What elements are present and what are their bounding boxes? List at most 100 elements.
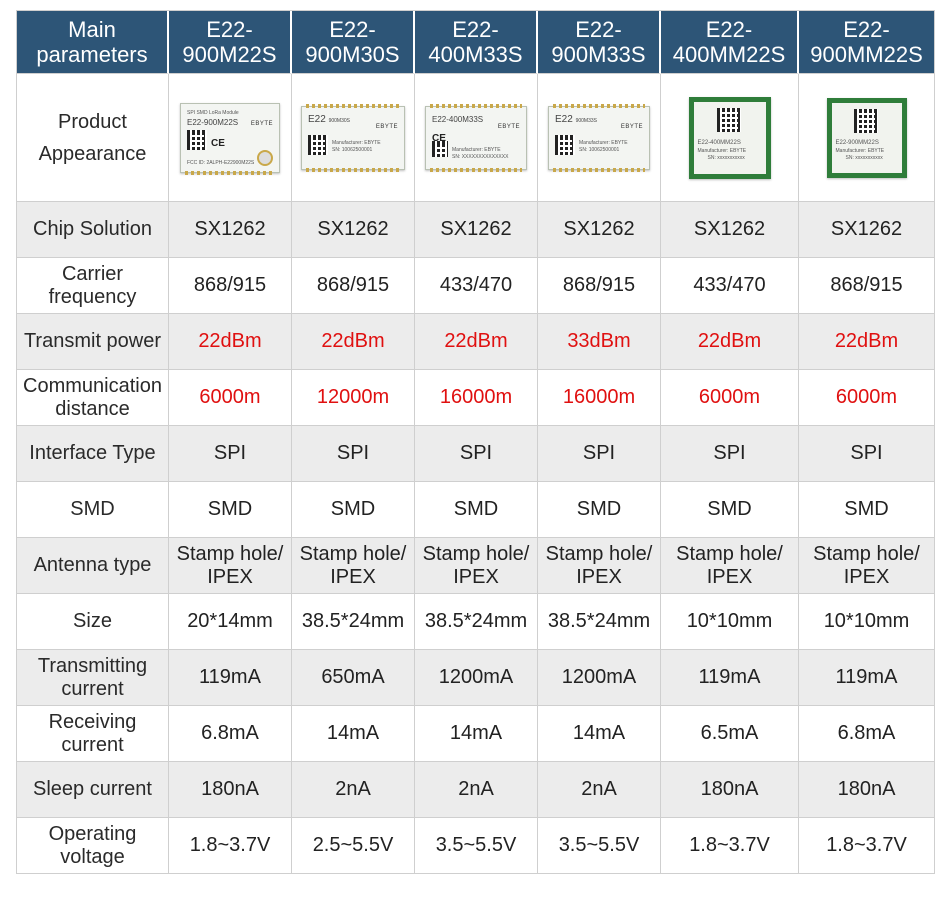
value-cell: 1.8~3.7V [799,818,935,874]
qr-code-icon [853,108,878,133]
param-label: Transmit power [17,314,169,370]
param-label: Sleep current [17,762,169,818]
param-label: SMD [17,482,169,538]
product-image-cell: E22 900M30S EBYTE Manufacturer: EBYTE SN… [292,74,415,202]
value-cell: Stamp hole/ IPEX [292,538,415,594]
value-cell: 38.5*24mm [292,594,415,650]
value-cell: 6000m [169,370,292,426]
value-cell: 3.5~5.5V [538,818,661,874]
table-row: Antenna type Stamp hole/ IPEX Stamp hole/ … [17,538,935,594]
value-cell: SPI [538,426,661,482]
value-cell: SMD [292,482,415,538]
value-cell: 22dBm [415,314,538,370]
stamp-hole-pads [306,103,400,108]
value-cell: 22dBm [661,314,799,370]
value-cell: 12000m [292,370,415,426]
module-image-e22-900mm22s: E22-900MM22S Manufacturer: EBYTE SN: xxx… [826,97,907,178]
param-label: Interface Type [17,426,169,482]
product-header: E22- 900M33S [538,11,661,74]
value-cell: Stamp hole/ IPEX [799,538,935,594]
value-cell: 6.5mA [661,706,799,762]
value-cell: 22dBm [799,314,935,370]
stamp-hole-pads [553,103,645,108]
value-cell: SMD [799,482,935,538]
value-cell: 38.5*24mm [538,594,661,650]
param-label: Antenna type [17,538,169,594]
value-cell: 14mA [415,706,538,762]
stamp-hole-pads [553,167,645,172]
value-cell: 20*14mm [169,594,292,650]
value-cell: 14mA [538,706,661,762]
value-cell: 22dBm [169,314,292,370]
ce-mark-icon: CE [211,137,225,149]
header-row: Main parameters E22- 900M22S E22- 900M30S … [17,11,935,74]
table-row: Operating voltage 1.8~3.7V 2.5~5.5V 3.5~5.5V… [17,818,935,874]
table-row: Interface Type SPI SPI SPI SPI SPI SPI [17,426,935,482]
product-header: E22- 400MM22S [661,11,799,74]
value-cell: 650mA [292,650,415,706]
value-cell: SX1262 [661,202,799,258]
value-cell: SX1262 [415,202,538,258]
value-cell: 1.8~3.7V [169,818,292,874]
param-label: Carrier frequency [17,258,169,314]
qr-code-icon [432,140,448,157]
value-cell: Stamp hole/ IPEX [415,538,538,594]
value-cell: 38.5*24mm [415,594,538,650]
antenna-connector-icon [257,149,273,166]
param-label: Chip Solution [17,202,169,258]
param-label: Operating voltage [17,818,169,874]
value-cell: SX1262 [538,202,661,258]
value-cell: SMD [538,482,661,538]
value-cell: SX1262 [799,202,935,258]
value-cell: SMD [169,482,292,538]
value-cell: 16000m [538,370,661,426]
module-image-e22-900m30s: E22 900M30S EBYTE Manufacturer: EBYTE SN… [301,103,405,172]
appearance-row: Product Appearance SPI SMD LoRa Module E… [17,74,935,202]
value-cell: 6.8mA [169,706,292,762]
value-cell: 2nA [538,762,661,818]
module-image-e22-900m33s: E22 900M33S EBYTE Manufacturer: EBYTE SN… [548,103,650,172]
table-row: Receiving current 6.8mA 14mA 14mA 14mA 6.5mA 6.… [17,706,935,762]
value-cell: 6000m [661,370,799,426]
value-cell: 180nA [169,762,292,818]
value-cell: SPI [799,426,935,482]
value-cell: 6.8mA [799,706,935,762]
corner-header-text: Main parameters [36,17,148,67]
product-image-cell: E22-400MM22S Manufacturer: EBYTE SN: xxx… [661,74,799,202]
param-label: Transmitting current [17,650,169,706]
module-image-e22-400mm22s: E22-400MM22S Manufacturer: EBYTE SN: xxx… [688,96,771,179]
qr-code-icon [187,129,207,150]
value-cell: Stamp hole/ IPEX [169,538,292,594]
product-header: E22- 900M30S [292,11,415,74]
module-image-e22-400m33s: E22-400M33S EBYTE CE Manufacturer: EBYTE… [425,103,527,172]
value-cell: 1200mA [415,650,538,706]
table-row: Communication distance 6000m 12000m 16000m 16… [17,370,935,426]
value-cell: 119mA [661,650,799,706]
qr-code-icon [308,134,328,155]
value-cell: 10*10mm [661,594,799,650]
value-cell: 22dBm [292,314,415,370]
stamp-hole-pads [306,167,400,172]
table-row: Chip Solution SX1262 SX1262 SX1262 SX1262 SX1… [17,202,935,258]
stamp-hole-pads [430,167,522,172]
product-image-cell: E22 900M33S EBYTE Manufacturer: EBYTE SN… [538,74,661,202]
value-cell: SPI [292,426,415,482]
value-cell: Stamp hole/ IPEX [661,538,799,594]
param-label: Communication distance [17,370,169,426]
value-cell: 119mA [169,650,292,706]
product-image-cell: E22-900MM22S Manufacturer: EBYTE SN: xxx… [799,74,935,202]
qr-code-icon [555,134,575,155]
value-cell: 1.8~3.7V [661,818,799,874]
value-cell: 3.5~5.5V [415,818,538,874]
spec-comparison-table: Main parameters E22- 900M22S E22- 900M30S … [16,10,935,874]
value-cell: 1200mA [538,650,661,706]
ce-mark-icon: CE [432,132,446,144]
value-cell: 6000m [799,370,935,426]
value-cell: 119mA [799,650,935,706]
stamp-hole-pads [185,170,275,175]
value-cell: 868/915 [169,258,292,314]
value-cell: 2nA [292,762,415,818]
corner-header: Main parameters [17,11,169,74]
value-cell: 33dBm [538,314,661,370]
value-cell: 868/915 [292,258,415,314]
